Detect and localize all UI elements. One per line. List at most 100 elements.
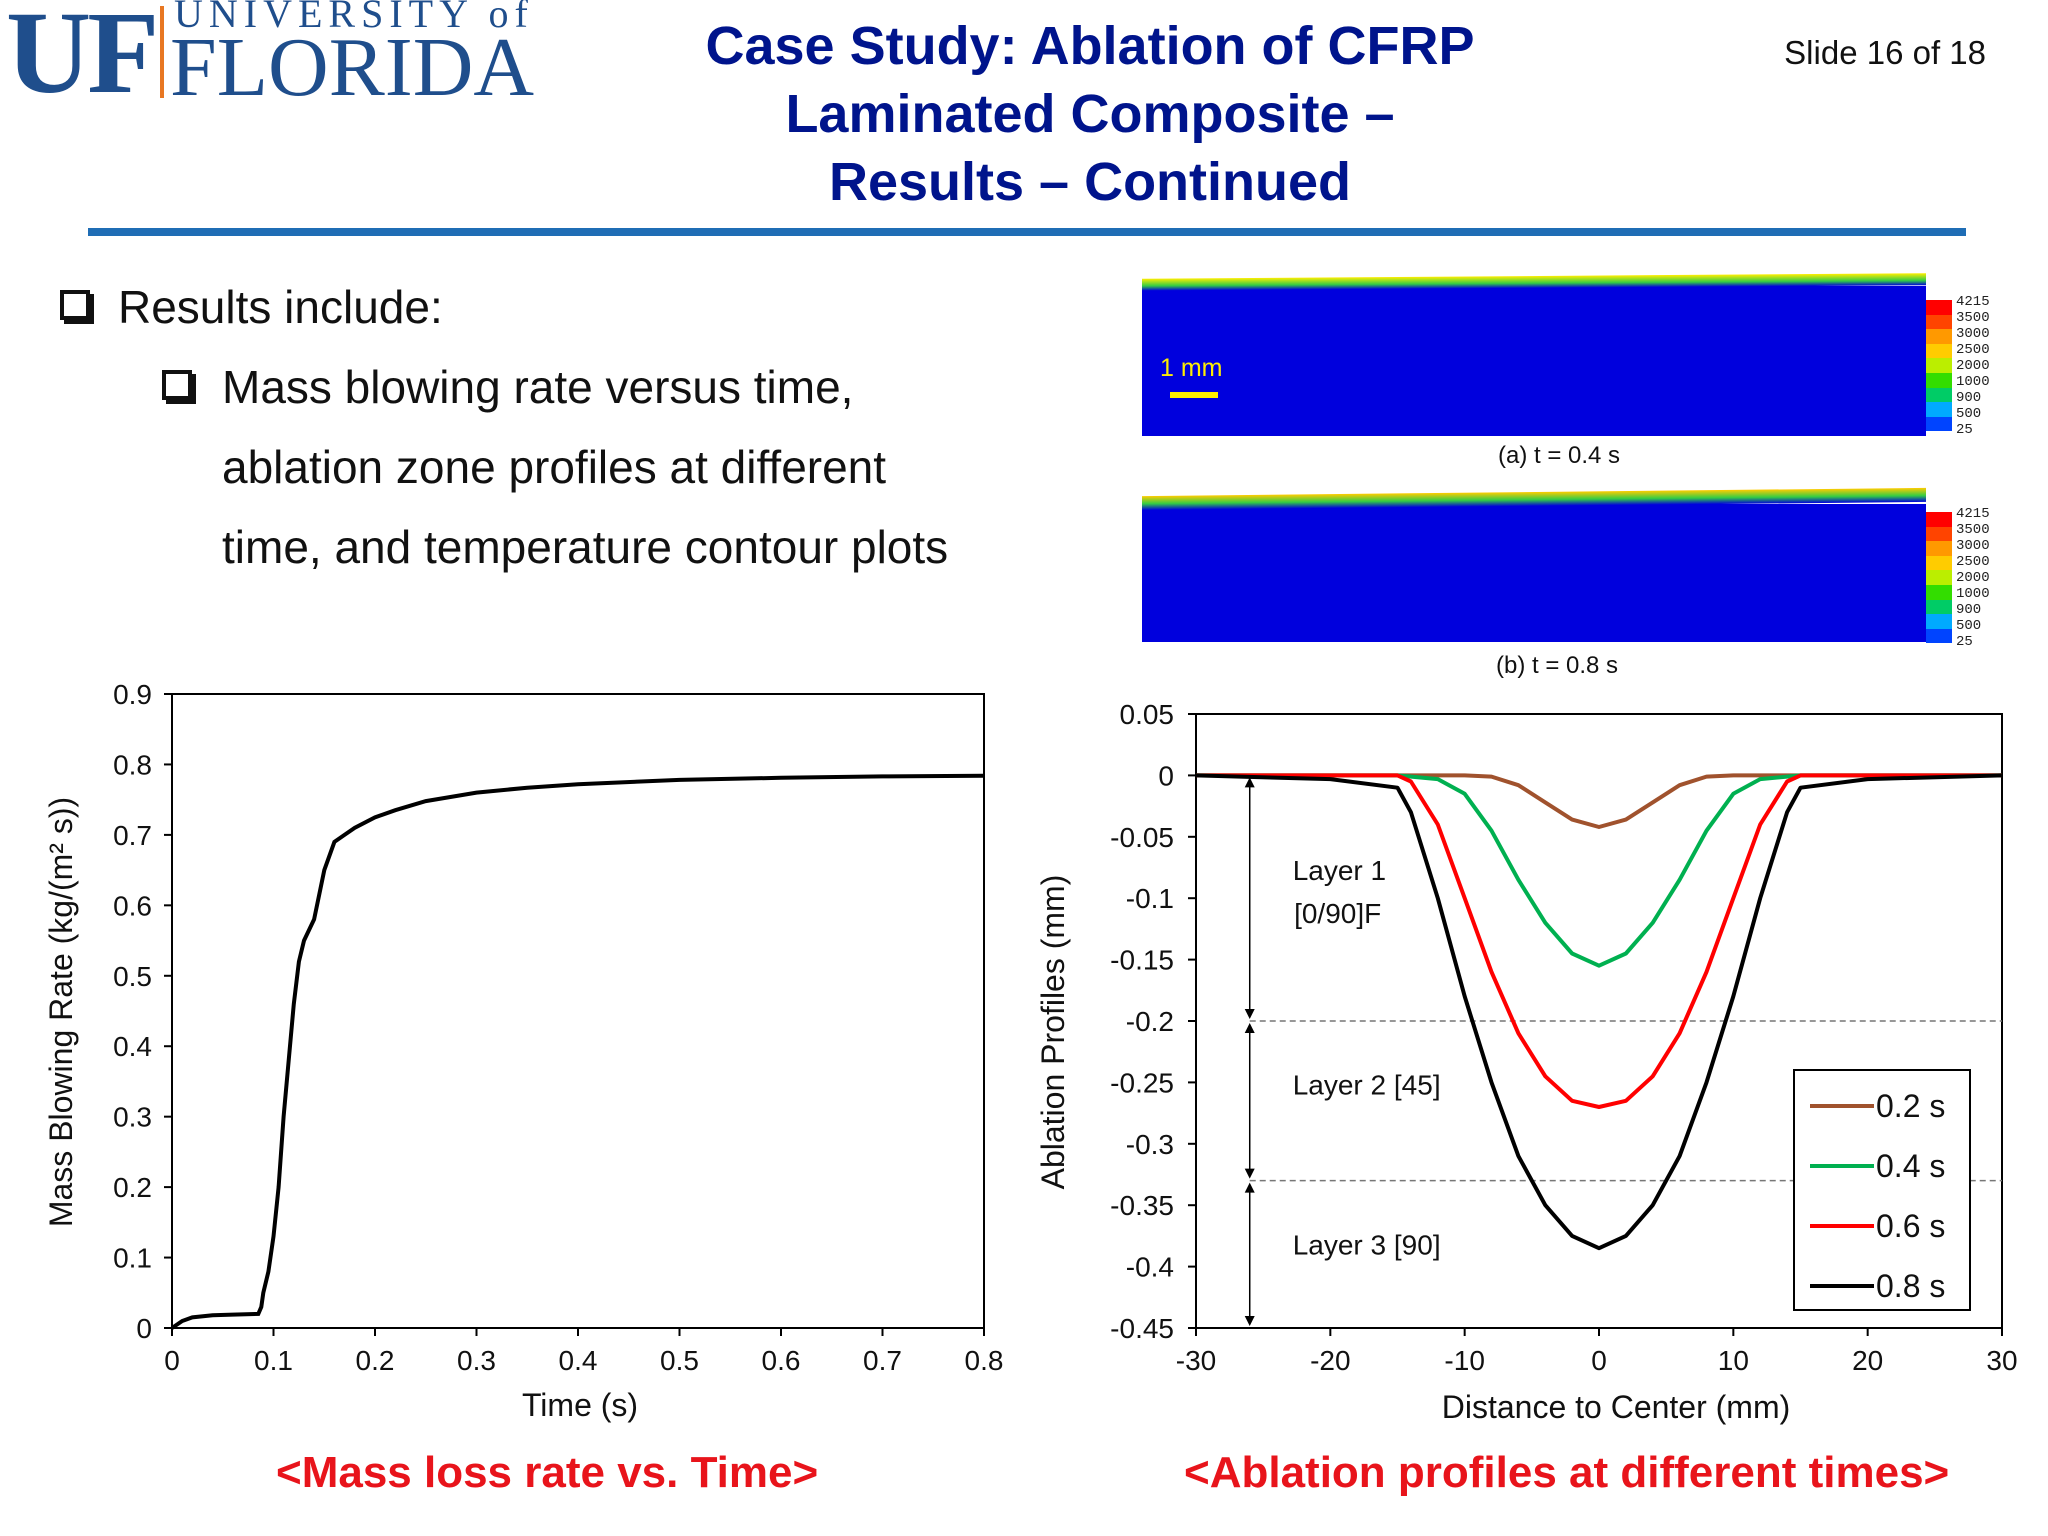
y-tick-label: 0 — [136, 1313, 152, 1344]
x-axis-label: Distance to Center (mm) — [1442, 1389, 1791, 1425]
legend-value: 500 — [1956, 406, 1982, 422]
legend-swatch — [1926, 387, 1952, 403]
y-tick-label: -0.15 — [1110, 945, 1174, 976]
legend-value: 4215 — [1956, 294, 1990, 310]
slide-title-line-1: Case Study: Ablation of CFRP — [705, 16, 1475, 76]
y-tick-label: -0.05 — [1110, 822, 1174, 853]
scale-bar — [1170, 392, 1218, 398]
legend-swatch — [1926, 555, 1952, 571]
sub-bullet-line-2: ablation zone profiles at different — [222, 441, 887, 493]
legend-value: 25 — [1956, 422, 1973, 438]
legend-value: 4215 — [1956, 506, 1990, 522]
y-axis-label: Ablation Profiles (mm) — [1035, 875, 1071, 1190]
y-tick-label: 0.05 — [1120, 699, 1175, 730]
x-axis-label: Time (s) — [522, 1387, 638, 1423]
checkbox-bullet-icon — [162, 370, 192, 400]
y-tick-label: 0.9 — [113, 679, 152, 710]
y-tick-label: 0.3 — [113, 1102, 152, 1133]
legend-swatch — [1926, 329, 1952, 344]
legend-swatch — [1926, 343, 1952, 359]
sub-bullet-line-3: time, and temperature contour plots — [222, 521, 949, 573]
logo-florida-text: FLORIDA — [170, 21, 535, 114]
legend-swatch — [1926, 372, 1952, 388]
x-tick-label: 0.8 — [965, 1345, 1004, 1376]
x-tick-label: 30 — [1986, 1345, 2017, 1376]
x-tick-label: 0 — [164, 1345, 180, 1376]
x-tick-label: -10 — [1444, 1345, 1484, 1376]
legend-swatch — [1926, 541, 1952, 556]
slide-title-line-3: Results – Continued — [828, 152, 1352, 212]
legend-swatch — [1926, 358, 1952, 373]
legend-value: 900 — [1956, 390, 1982, 406]
y-tick-label: 0.6 — [113, 890, 152, 921]
legend-value: 1000 — [1956, 374, 1990, 390]
y-tick-label: -0.2 — [1126, 1006, 1174, 1037]
legend-swatch — [1926, 570, 1952, 585]
legend-swatch — [1926, 628, 1952, 644]
x-tick-label: 0.7 — [863, 1345, 902, 1376]
legend-swatch — [1926, 512, 1952, 527]
y-tick-label: -0.25 — [1110, 1067, 1174, 1098]
series-line — [1196, 773, 2002, 829]
mass-blowing-rate-chart: Time (s) Mass Blowing Rate (kg/(m² s)) 0… — [43, 679, 1004, 1423]
layer-label: Layer 3 [90] — [1293, 1229, 1441, 1260]
x-tick-label: 10 — [1718, 1345, 1749, 1376]
legend-box — [1793, 1069, 1971, 1311]
temperature-contour-a — [1142, 286, 1926, 436]
x-tick-label: 0.6 — [762, 1345, 801, 1376]
y-tick-label: -0.35 — [1110, 1190, 1174, 1221]
x-tick-label: 0.5 — [660, 1345, 699, 1376]
legend-value: 2000 — [1956, 358, 1990, 374]
logo-divider — [160, 6, 164, 98]
y-tick-label: 0.4 — [113, 1031, 152, 1062]
legend-value: 900 — [1956, 602, 1982, 618]
checkbox-bullet-icon — [60, 290, 90, 320]
y-tick-label: -0.45 — [1110, 1313, 1174, 1344]
contour-a-legend-values: 4215 3500 3000 2500 2000 1000 900 500 25 — [1956, 294, 1990, 438]
contour-a-color-legend — [1926, 300, 1952, 432]
legend-swatch — [1926, 599, 1952, 615]
layer-label: Layer 2 [45] — [1293, 1070, 1441, 1101]
contour-b-legend-values: 4215 3500 3000 2500 2000 1000 900 500 25 — [1956, 506, 1990, 650]
legend-entry: 0.8 s — [1876, 1268, 1945, 1304]
legend-value: 2000 — [1956, 570, 1990, 586]
ablation-profiles-chart: Distance to Center (mm) Ablation Profile… — [1035, 699, 2018, 1425]
y-tick-label: 0.1 — [113, 1243, 152, 1274]
x-tick-label: -20 — [1310, 1345, 1350, 1376]
arrow-head-down-icon — [1244, 1009, 1255, 1019]
legend-value: 3000 — [1956, 538, 1990, 554]
legend-value: 1000 — [1956, 586, 1990, 602]
uf-logo-initials: UF — [6, 0, 159, 118]
y-tick-label: 0.8 — [113, 749, 152, 780]
y-tick-label: -0.3 — [1126, 1129, 1174, 1160]
main-bullet-text: Results include: — [118, 281, 443, 333]
legend-entry: 0.6 s — [1876, 1208, 1945, 1244]
legend-swatch — [1926, 402, 1952, 417]
series-line — [1196, 773, 2002, 1109]
x-tick-label: 0.1 — [254, 1345, 293, 1376]
legend-swatch — [1926, 584, 1952, 600]
legend-swatch — [1926, 416, 1952, 432]
contour-a-caption: (a) t = 0.4 s — [1498, 442, 1621, 469]
temperature-contour-b — [1142, 504, 1926, 642]
legend-value: 500 — [1956, 618, 1982, 634]
x-tick-label: 0.2 — [356, 1345, 395, 1376]
legend-swatch — [1926, 526, 1952, 542]
legend-value: 2500 — [1956, 342, 1990, 358]
legend-swatch — [1926, 614, 1952, 629]
title-divider — [88, 228, 1966, 236]
sub-bullet-line-1: Mass blowing rate versus time, — [222, 361, 854, 413]
arrow-head-up-icon — [1244, 777, 1255, 788]
slide-title-line-2: Laminated Composite – — [785, 84, 1395, 144]
y-tick-label: 0.5 — [113, 961, 152, 992]
arrow-head-up-icon — [1244, 1182, 1255, 1193]
arrow-head-down-icon — [1244, 1168, 1255, 1179]
right-chart-caption: <Ablation profiles at different times> — [1184, 1448, 1950, 1497]
legend-value: 3500 — [1956, 310, 1990, 326]
logo-university-text: UNIVERSITY of — [174, 0, 534, 36]
series-line — [170, 773, 985, 1330]
y-tick-label: 0 — [1158, 760, 1174, 791]
legend-entry: 0.4 s — [1876, 1148, 1945, 1184]
legend-value: 25 — [1956, 634, 1973, 650]
legend-swatch — [1926, 314, 1952, 330]
